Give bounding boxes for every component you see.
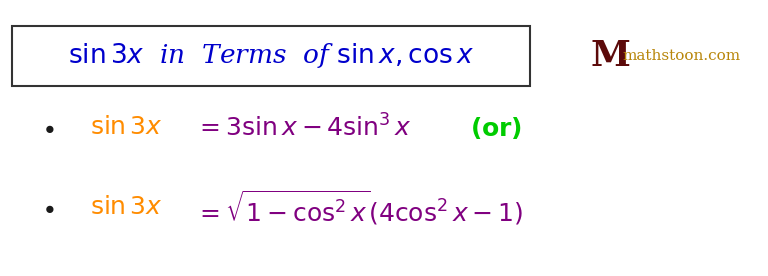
Text: $= 3\sin x - 4\sin^3 x$: $= 3\sin x - 4\sin^3 x$ <box>195 114 412 142</box>
Text: $\bullet$: $\bullet$ <box>41 196 55 220</box>
Text: $\sin 3x\ $ in  Terms  of $\sin x,\cos x$: $\sin 3x\ $ in Terms of $\sin x,\cos x$ <box>68 41 474 70</box>
Text: $\sin 3x$: $\sin 3x$ <box>90 116 163 139</box>
Text: $\mathbf{(or)}$: $\mathbf{(or)}$ <box>470 115 522 141</box>
Text: $\bullet$: $\bullet$ <box>41 116 55 140</box>
Text: $= \sqrt{1-\cos^2 x}(4\cos^2 x - 1)$: $= \sqrt{1-\cos^2 x}(4\cos^2 x - 1)$ <box>195 189 523 227</box>
FancyBboxPatch shape <box>12 26 530 86</box>
Text: M: M <box>590 39 630 73</box>
Text: $\sin 3x$: $\sin 3x$ <box>90 197 163 219</box>
Text: mathstoon.com: mathstoon.com <box>622 49 740 63</box>
